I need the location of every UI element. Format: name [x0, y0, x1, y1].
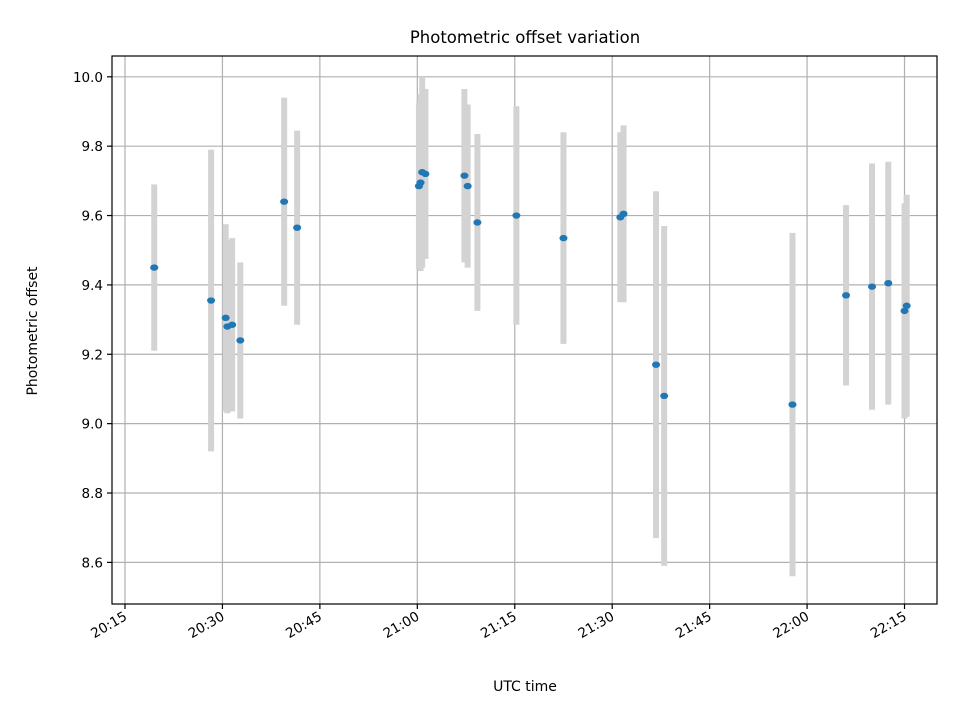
x-axis-label: UTC time: [493, 679, 557, 695]
error-bars: [151, 76, 910, 577]
y-axis-label: Photometric offset: [25, 266, 41, 396]
x-tick-label: 21:00: [381, 609, 423, 642]
data-point: [788, 401, 797, 408]
data-point: [652, 361, 661, 368]
data-point: [460, 172, 469, 179]
axis-ticks: 20:15 20:30 20:45 21:00 21:15 21:30 21:45 22:00…: [73, 70, 910, 642]
data-point: [559, 234, 568, 242]
data-point: [416, 179, 425, 186]
data-point: [868, 283, 877, 290]
x-tick-label: 21:45: [673, 609, 715, 642]
data-point: [150, 264, 159, 271]
x-tick-label: 22:00: [770, 609, 812, 642]
y-tick-label: 9.8: [82, 139, 103, 155]
data-point: [228, 321, 237, 328]
y-tick-label: 8.8: [82, 486, 103, 502]
chart-title: Photometric offset variation: [410, 28, 640, 47]
y-tick-label: 9.0: [82, 417, 103, 433]
grid: [112, 56, 937, 604]
y-tick-label: 9.6: [82, 209, 103, 225]
data-point: [473, 219, 482, 226]
data-points: [150, 168, 911, 408]
plot-frame: [111, 55, 938, 605]
x-tick-label: 22:15: [868, 609, 910, 642]
x-tick-label: 20:15: [88, 609, 130, 642]
y-tick-label: 9.2: [82, 347, 103, 363]
data-point: [421, 170, 430, 178]
y-tick-label: 9.4: [82, 278, 103, 294]
data-point: [236, 337, 245, 344]
data-point: [463, 182, 472, 190]
x-tick-label: 20:45: [283, 609, 325, 642]
data-point: [900, 307, 909, 315]
data-point: [207, 297, 216, 304]
data-point: [842, 292, 851, 299]
data-point: [902, 302, 911, 309]
x-tick-label: 20:30: [186, 609, 228, 642]
data-point: [619, 210, 628, 218]
data-point: [660, 392, 669, 400]
x-tick-label: 21:15: [478, 609, 520, 642]
data-point: [280, 198, 289, 205]
y-tick-label: 8.6: [82, 555, 103, 571]
data-point: [512, 212, 521, 219]
y-tick-label: 10.0: [73, 70, 103, 86]
data-point: [221, 314, 230, 322]
x-tick-label: 21:30: [576, 609, 618, 642]
data-point: [884, 279, 893, 287]
data-point: [293, 224, 302, 231]
